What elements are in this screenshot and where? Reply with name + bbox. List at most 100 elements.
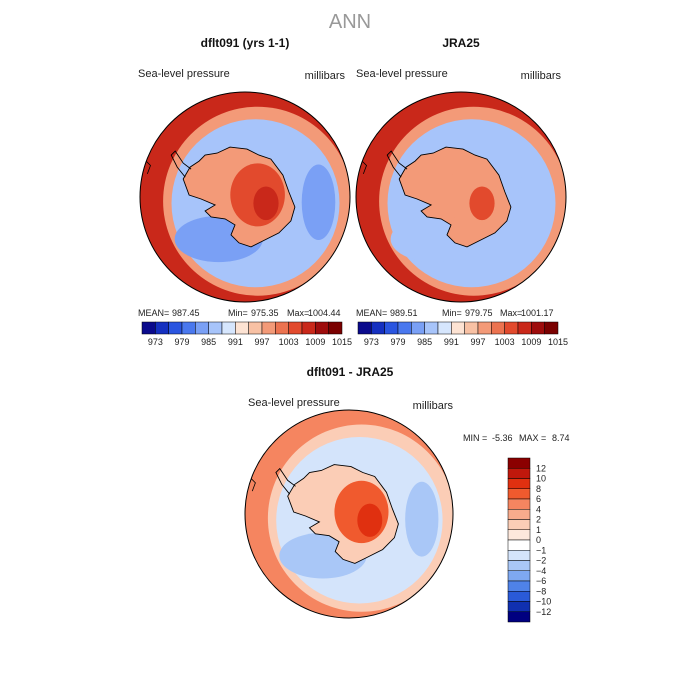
colorbar-swatch (507, 601, 531, 612)
colorbar-tick-label: 985 (417, 337, 432, 347)
region-low-pocket (405, 481, 439, 557)
colorbar-tick-label: 10 (536, 474, 546, 484)
region-plateau-core (253, 186, 279, 221)
colorbar-swatch (504, 321, 519, 335)
region-plateau-core (357, 503, 383, 537)
colorbar-tick-label: −1 (536, 545, 546, 555)
min-value: -5.36 (492, 433, 513, 443)
coastline-peninsula (386, 150, 408, 178)
colorbar-swatch (507, 498, 531, 510)
colorbar-tick-label: −8 (536, 586, 546, 596)
colorbar-swatch (507, 529, 531, 541)
colorbar-tick-label: 997 (254, 337, 269, 347)
colorbar-swatch (507, 560, 531, 571)
region-low-pocket (301, 164, 336, 241)
panel-model-colorbar: 973 979 985 991 997 1003 1009 1015 (141, 321, 352, 347)
colorbar-swatch (507, 591, 531, 602)
coastline-fragment (249, 477, 256, 492)
colorbar-tick-label: 1003 (279, 337, 299, 347)
min-value: 979.75 (465, 308, 493, 318)
min-label: MIN = (463, 433, 487, 443)
max-label: Max= (500, 308, 522, 318)
colorbar-tick-label: 12 (536, 463, 546, 473)
colorbar-swatch (531, 321, 545, 335)
max-value: 1001.17 (521, 308, 554, 318)
colorbar-swatch (507, 570, 531, 582)
colorbar-swatch (301, 321, 316, 335)
colorbar-swatch (451, 321, 465, 335)
colorbar-tick-label: 979 (174, 337, 189, 347)
colorbar-swatch (261, 321, 276, 335)
colorbar-swatch (371, 321, 385, 335)
panel-obs-map (355, 91, 567, 303)
map-border (244, 409, 454, 619)
colorbar-swatch (507, 550, 531, 561)
max-label: MAX = (519, 433, 546, 443)
colorbar-swatch (221, 321, 236, 335)
colorbar-swatch (507, 478, 531, 489)
colorbar-tick-label: 973 (148, 337, 163, 347)
colorbar-swatch (507, 519, 531, 530)
colorbar-swatch (424, 321, 439, 335)
colorbar-tick-label: 991 (228, 337, 243, 347)
panel-diff-variable: Sea-level pressure (248, 397, 340, 409)
map-border (355, 91, 567, 303)
colorbar-tick-label: −10 (536, 597, 551, 607)
coastline-fragment (144, 159, 151, 175)
colorbar-swatch (235, 321, 249, 335)
colorbar-swatch (507, 457, 531, 469)
colorbar-swatch (181, 321, 196, 335)
panel-obs-title: JRA25 (442, 36, 480, 50)
colorbar-swatch (437, 321, 452, 335)
panel-obs-stats: MEAN= 989.51 Min= 979.75 Max= 1001.17 (356, 308, 554, 318)
coastline (287, 464, 399, 564)
colorbar-swatch (275, 321, 289, 335)
panel-model: dflt091 (yrs 1-1) Sea-level pressure mil… (138, 36, 352, 347)
coastline (182, 146, 296, 248)
panel-model-stats: MEAN= 987.45 Min= 975.35 Max= 1004.44 (138, 308, 341, 318)
min-label: Min= (228, 308, 248, 318)
colorbar-tick-label: 979 (390, 337, 405, 347)
min-value: 975.35 (251, 308, 279, 318)
coastline (398, 146, 512, 248)
panel-obs-variable: Sea-level pressure (356, 68, 448, 80)
mean-value: 989.51 (390, 308, 418, 318)
colorbar-tick-label: −12 (536, 607, 551, 617)
coastline-peninsula (170, 150, 192, 178)
colorbar-swatch (384, 321, 399, 335)
map-border (139, 91, 351, 303)
colorbar-tick-label: 1009 (305, 337, 325, 347)
colorbar-tick-label: 1009 (521, 337, 541, 347)
colorbar-swatch (155, 321, 169, 335)
panel-diff-units: millibars (413, 400, 454, 412)
colorbar-swatch (507, 580, 531, 592)
panel-diff-title: dflt091 - JRA25 (307, 365, 394, 379)
colorbar-swatch (507, 509, 531, 520)
colorbar-swatch (517, 321, 532, 335)
colorbar-swatch (507, 539, 531, 551)
colorbar-swatch (464, 321, 479, 335)
colorbar-swatch (195, 321, 209, 335)
colorbar-swatch (411, 321, 425, 335)
colorbar-swatch (544, 321, 559, 335)
colorbar-tick-label: 985 (201, 337, 216, 347)
colorbar-swatch (315, 321, 329, 335)
panel-model-units: millibars (305, 70, 346, 82)
region-plateau-core (469, 186, 495, 221)
panel-obs-units: millibars (521, 70, 562, 82)
panel-model-map (139, 91, 351, 303)
colorbar-swatch (248, 321, 263, 335)
colorbar-swatch (328, 321, 343, 335)
mean-label: MEAN= (356, 308, 387, 318)
colorbar-tick-label: 2 (536, 515, 541, 525)
colorbar-tick-label: 991 (444, 337, 459, 347)
min-label: Min= (442, 308, 462, 318)
max-value: 1004.44 (308, 308, 341, 318)
colorbar-tick-label: −6 (536, 576, 546, 586)
colorbar-tick-label: −2 (536, 556, 546, 566)
colorbar-swatch (507, 468, 531, 479)
coastline-peninsula (275, 467, 296, 495)
colorbar-swatch (288, 321, 303, 335)
